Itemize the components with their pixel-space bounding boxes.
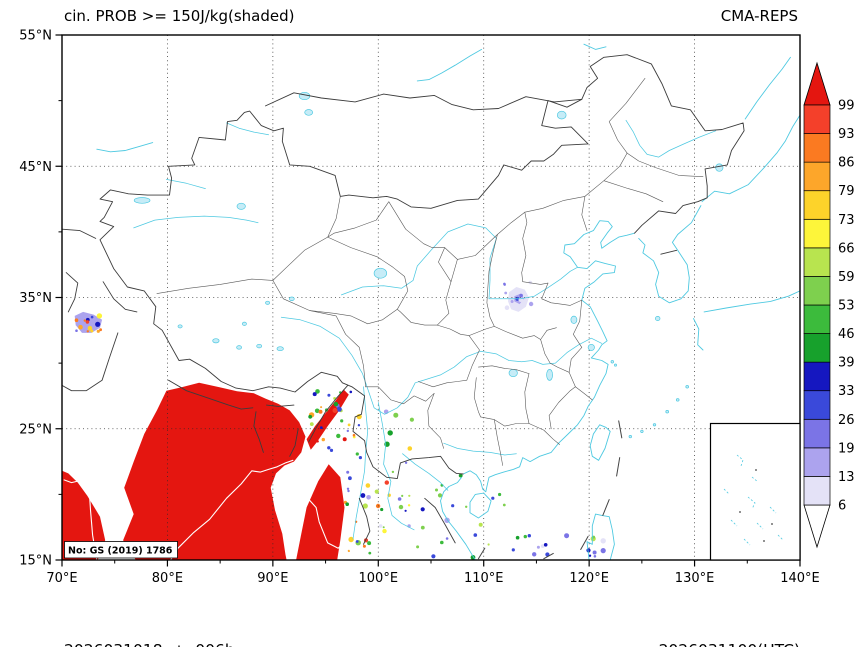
svg-text:73: 73 <box>838 213 855 228</box>
axes-frame: 70°E 80°E 90°E 100°E 110°E 120°E 130°E 140°E 15°… <box>19 29 820 587</box>
svg-text:80°E: 80°E <box>152 571 183 586</box>
svg-text:93: 93 <box>838 127 855 142</box>
svg-text:140°E: 140°E <box>780 571 820 586</box>
inset-box <box>709 422 801 561</box>
svg-text:45°N: 45°N <box>19 160 52 175</box>
x-axis: 70°E 80°E 90°E 100°E 110°E 120°E 130°E 140°E <box>46 560 820 586</box>
chart-title: cin. PROB >= 150J/kg(shaded) <box>64 7 295 25</box>
y-axis: 15°N 25°N 35°N 45°N 55°N <box>19 29 62 569</box>
national-borders-layer <box>62 54 745 545</box>
svg-text:66: 66 <box>838 241 855 256</box>
svg-text:33: 33 <box>838 384 855 399</box>
svg-text:100°E: 100°E <box>359 571 399 586</box>
svg-text:26: 26 <box>838 413 855 428</box>
svg-text:19: 19 <box>838 441 855 456</box>
svg-text:15°N: 15°N <box>19 554 52 569</box>
svg-text:110°E: 110°E <box>464 571 504 586</box>
svg-text:13: 13 <box>838 470 855 485</box>
valid-times: 2026031100(UTC) 2026031108(CST) <box>659 583 800 647</box>
south-china-sea-inset <box>709 422 801 561</box>
probability-shading-layer <box>62 280 606 560</box>
svg-text:70°E: 70°E <box>46 571 77 586</box>
license-label: No: GS (2019) 1786 <box>68 546 173 557</box>
svg-text:25°N: 25°N <box>19 422 52 437</box>
valid-time-utc: 2026031100(UTC) <box>659 637 800 647</box>
coast-knockout-layer <box>63 459 352 560</box>
svg-text:120°E: 120°E <box>569 571 609 586</box>
colorbar-under-arrow <box>803 504 831 549</box>
svg-text:55°N: 55°N <box>19 29 52 44</box>
svg-text:99: 99 <box>838 99 855 114</box>
svg-text:130°E: 130°E <box>675 571 715 586</box>
svg-text:39: 39 <box>838 356 855 371</box>
colorbar-over-arrow <box>803 61 831 106</box>
svg-text:86: 86 <box>838 156 855 171</box>
svg-text:53: 53 <box>838 299 855 314</box>
graticule-layer <box>62 35 800 560</box>
svg-text:35°N: 35°N <box>19 291 52 306</box>
init-times: 2026031018 + 006h 2026031102 + 006h <box>64 583 235 647</box>
svg-text:79: 79 <box>838 184 855 199</box>
hydrography-layer <box>96 43 800 560</box>
svg-text:59: 59 <box>838 270 855 285</box>
init-time-utc: 2026031018 + 006h <box>64 637 235 647</box>
svg-text:6: 6 <box>838 499 846 514</box>
map-content <box>62 35 800 560</box>
svg-text:46: 46 <box>838 327 855 342</box>
colorbar: 6 13 19 26 33 39 46 53 59 66 73 79 86 93 99 <box>803 61 855 549</box>
license-badge: No: GS (2019) 1786 <box>64 541 178 559</box>
dash-line-layer <box>477 420 623 560</box>
model-label: CMA-REPS <box>720 7 798 25</box>
svg-text:90°E: 90°E <box>257 571 288 586</box>
province-borders-layer <box>156 78 704 466</box>
